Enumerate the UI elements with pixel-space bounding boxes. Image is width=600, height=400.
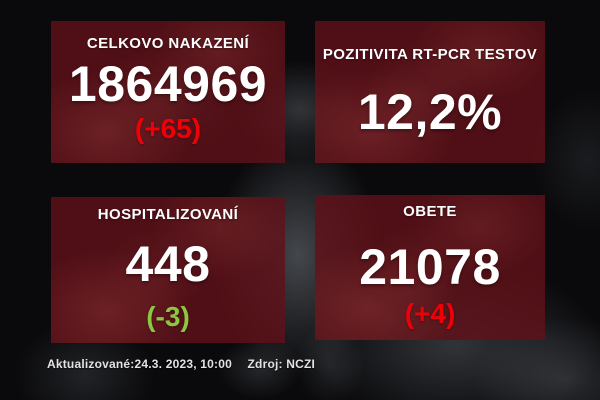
stat-value-pcr-positivity: 12,2%	[357, 84, 503, 140]
panel-title-pcr-positivity: POZITIVITA RT-PCR TESTOV	[322, 46, 538, 63]
stat-value-total-infected: 1864969	[68, 56, 268, 112]
stat-panel-total-infected: CELKOVO NAKAZENÍ 1864969 (+65)	[51, 21, 285, 163]
stat-value-deaths: 21078	[359, 239, 501, 295]
stat-delta-deaths: (+4)	[404, 298, 456, 329]
footer-status-bar: Aktualizované:24.3. 2023, 10:00 Zdroj: N…	[47, 357, 315, 371]
stat-value-hospitalized: 448	[125, 236, 211, 292]
stat-panel-pcr-positivity: POZITIVITA RT-PCR TESTOV 12,2%	[315, 21, 545, 163]
stat-panel-hospitalized: HOSPITALIZOVANÍ 448 (-3)	[51, 197, 285, 343]
stat-delta-total-infected: (+65)	[134, 113, 202, 144]
panel-title-total-infected: CELKOVO NAKAZENÍ	[86, 35, 250, 52]
panel-title-hospitalized: HOSPITALIZOVANÍ	[97, 206, 239, 223]
last-updated-text: Aktualizované:24.3. 2023, 10:00	[47, 357, 232, 371]
stat-delta-hospitalized: (-3)	[146, 301, 190, 332]
stat-panel-deaths: OBETE 21078 (+4)	[315, 195, 545, 340]
data-source-text: Zdroj: NCZI	[247, 357, 316, 371]
panel-title-deaths: OBETE	[403, 203, 457, 220]
